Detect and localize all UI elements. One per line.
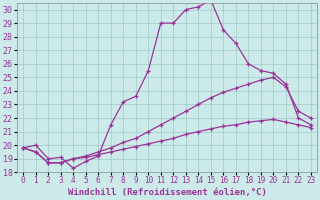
X-axis label: Windchill (Refroidissement éolien,°C): Windchill (Refroidissement éolien,°C): [68, 188, 267, 197]
